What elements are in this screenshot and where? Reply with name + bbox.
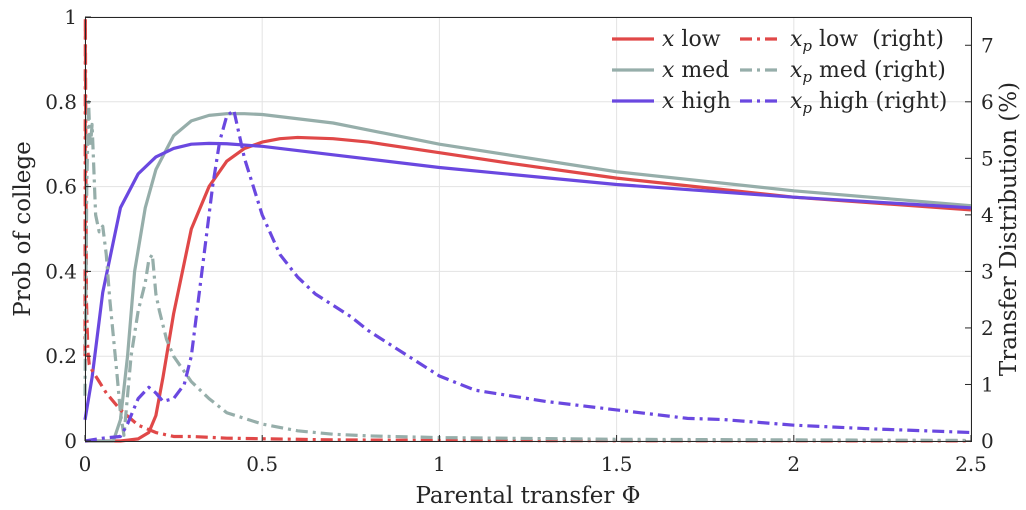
legend-label-text: med (right)	[812, 58, 946, 83]
legend-label-variable: x	[790, 27, 803, 52]
legend-label-text: med	[674, 58, 729, 83]
legend-item-x-high: x high	[612, 89, 731, 114]
legend-label-text: high	[674, 89, 730, 114]
y-left-tick-label: 0.4	[45, 259, 77, 283]
x-tick-label: 2.5	[955, 452, 987, 476]
series-line-x-high	[83, 141, 972, 421]
y-left-tick-label: 0	[64, 429, 77, 453]
y-right-tick-label: 1	[981, 372, 994, 396]
y-left-tick-label: 0.2	[45, 344, 77, 368]
legend-label: x low	[662, 27, 721, 52]
legend-label-subscript: p	[802, 99, 812, 117]
legend-label-variable: x	[790, 58, 803, 83]
y-right-tick-label: 6	[981, 90, 994, 114]
series-line-x-low	[85, 135, 972, 443]
legend-label-text: low (right)	[812, 27, 944, 52]
y-left-tick-label: 0.6	[45, 175, 77, 199]
legend-label-subscript: p	[802, 68, 812, 86]
plot-frame	[85, 17, 972, 442]
x-tick-label: 0	[79, 452, 92, 476]
series-line-x-p-low-right	[83, 15, 972, 443]
series-line-x-med	[85, 112, 972, 443]
legend-item-x-low: x low	[612, 27, 721, 52]
legend-item-x-p-low-right: xp low (right)	[740, 27, 944, 55]
legend-label-variable: x	[662, 89, 675, 114]
legend-item-x-p-med-right: xp med (right)	[740, 58, 946, 86]
legend-label: xp high (right)	[790, 89, 947, 117]
legend-label-variable: x	[662, 27, 675, 52]
y-axis-label-left: Prob of college	[10, 141, 36, 316]
y-right-tick-label: 5	[981, 146, 994, 170]
series-line-x-p-high-right	[84, 108, 972, 443]
legend-label: x med	[662, 58, 729, 83]
y-right-tick-label: 0	[981, 429, 994, 453]
y-right-tick-label: 2	[981, 316, 994, 340]
legend-label-variable: x	[662, 58, 675, 83]
y-left-tick-label: 0.8	[45, 90, 77, 114]
series-line-x-p-med-right	[83, 100, 972, 443]
x-tick-label: 1	[433, 452, 446, 476]
x-tick-label: 2	[787, 452, 800, 476]
y-right-tick-label: 4	[981, 203, 994, 227]
y-axis-label-right: Transfer Distribution (%)	[996, 82, 1022, 376]
y-right-tick-label: 3	[981, 259, 994, 283]
legend-label: xp med (right)	[790, 58, 946, 86]
legend-label-text: high (right)	[812, 89, 947, 114]
legend-label: x high	[662, 89, 731, 114]
legend-item-x-med: x med	[612, 58, 729, 83]
x-axis-label: Parental transfer Φ	[415, 483, 640, 509]
series-lines	[83, 15, 972, 443]
x-tick-label: 1.5	[601, 452, 633, 476]
legend-label: xp low (right)	[790, 27, 944, 55]
legend-item-x-p-high-right: xp high (right)	[740, 89, 947, 117]
legend-label-variable: x	[790, 89, 803, 114]
legend-label-text: low	[674, 27, 720, 52]
x-tick-label: 0.5	[246, 452, 278, 476]
legend-label-subscript: p	[802, 37, 812, 55]
y-left-tick-label: 1	[64, 5, 77, 29]
y-right-tick-label: 7	[981, 33, 994, 57]
